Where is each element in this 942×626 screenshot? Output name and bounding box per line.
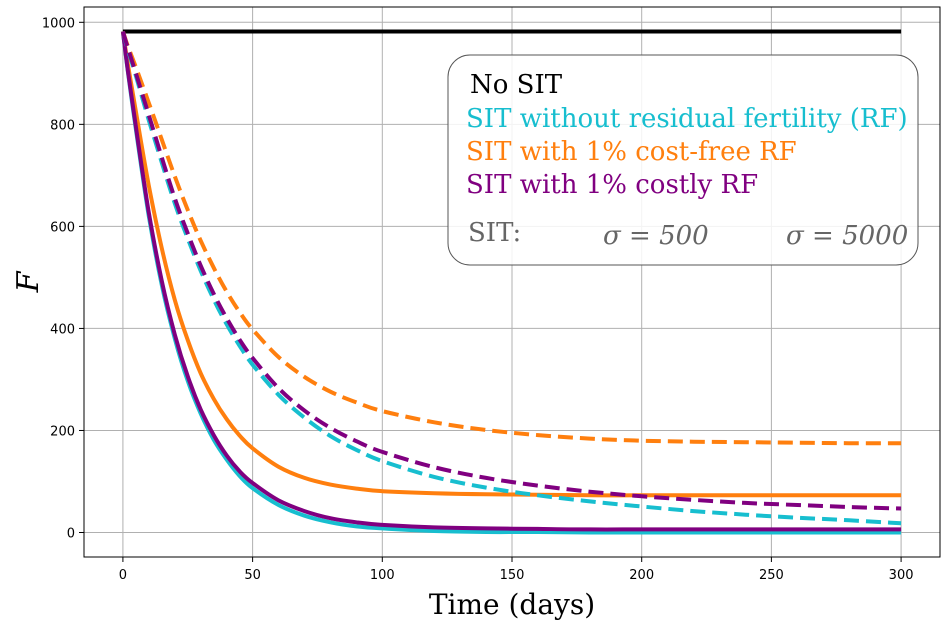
- legend-entry-costly-rf: SIT with 1% costly RF: [466, 170, 758, 200]
- x-tick-label: 50: [244, 568, 261, 583]
- x-tick-label: 100: [370, 568, 395, 583]
- legend: No SIT SIT without residual fertility (R…: [447, 54, 919, 266]
- legend-style-label: SIT:: [468, 218, 521, 248]
- tick-layer: 0 50 100 150 200 250 300 0 200 400 600 800 1000: [42, 16, 914, 583]
- x-tick-label: 0: [119, 568, 127, 583]
- y-tick-label: 800: [50, 118, 75, 133]
- legend-box: [447, 54, 919, 266]
- y-tick-label: 200: [50, 424, 75, 439]
- legend-style-dashed: σ = 5000: [786, 221, 908, 251]
- legend-entry-cost-free-rf: SIT with 1% cost-free RF: [466, 137, 797, 167]
- y-tick-label: 1000: [42, 16, 75, 31]
- x-tick-label: 250: [759, 568, 784, 583]
- legend-entry-no-sit: No SIT: [470, 70, 563, 100]
- legend-style-solid: σ = 500: [603, 221, 709, 251]
- y-tick-label: 0: [67, 527, 75, 542]
- x-tick-label: 150: [500, 568, 525, 583]
- series-layer: [120, 29, 902, 535]
- y-tick-label: 400: [50, 322, 75, 337]
- series-line-freerf-5000: [121, 30, 902, 446]
- series-line-costrf-500: [120, 31, 902, 532]
- series-line-norf-5000: [120, 30, 902, 526]
- x-axis-label: Time (days): [429, 588, 595, 621]
- x-tick-label: 300: [889, 568, 914, 583]
- series-line-costrf-5000: [120, 30, 902, 511]
- x-tick-label: 200: [629, 568, 654, 583]
- y-axis-label: F: [11, 270, 46, 293]
- y-tick-label: 600: [50, 220, 75, 235]
- legend-entry-no-rf: SIT without residual fertility (RF): [466, 104, 908, 134]
- series-line-freerf-500: [120, 31, 902, 498]
